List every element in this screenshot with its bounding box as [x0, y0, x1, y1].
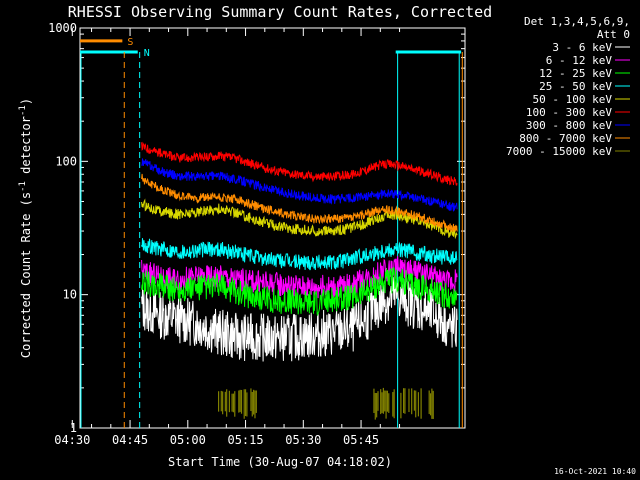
saa-flag-label: S — [127, 37, 133, 48]
flag-lines: SN — [80, 37, 463, 428]
plot-frame — [79, 27, 466, 429]
series-line-7 — [141, 173, 458, 233]
chart-title: RHESSI Observing Summary Count Rates, Co… — [68, 3, 492, 21]
legend-label: 800 - 7000 keV — [519, 132, 612, 145]
y-tick-label: 10 — [63, 288, 77, 302]
legend-label: 3 - 6 keV — [552, 41, 612, 54]
x-tick-label: 05:00 — [170, 433, 206, 447]
series-lines — [141, 141, 458, 362]
legend-label: 300 - 800 keV — [526, 119, 612, 132]
series-line-6 — [141, 158, 458, 212]
legend-label: 7000 - 15000 keV — [506, 145, 612, 158]
x-tick-label: 04:30 — [54, 433, 90, 447]
y-tick-label: 100 — [55, 154, 77, 168]
y-axis-label: Corrected Count Rate (s-1 detector-1) — [18, 98, 33, 358]
x-axis-label: Start Time (30-Aug-07 04:18:02) — [168, 455, 392, 469]
footer-timestamp: 16-Oct-2021 10:40 — [554, 467, 636, 476]
y-tick-label: 1 — [70, 421, 77, 435]
x-tick-label: 04:45 — [112, 433, 148, 447]
legend-label: 25 - 50 keV — [539, 80, 612, 93]
x-tick-label: 05:30 — [285, 433, 321, 447]
series-line-3 — [141, 238, 458, 271]
series-line-0 — [141, 275, 458, 362]
legend-header: Det 1,3,4,5,6,9, — [524, 15, 630, 28]
legend-label: 6 - 12 keV — [546, 54, 613, 67]
legend-label: 50 - 100 keV — [533, 93, 613, 106]
x-tick-label: 05:15 — [227, 433, 263, 447]
series-line-5 — [141, 141, 458, 186]
legend-label: 12 - 25 keV — [539, 67, 612, 80]
legend-label: 100 - 300 keV — [526, 106, 612, 119]
x-tick-label: 05:45 — [343, 433, 379, 447]
y-tick-label: 1000 — [48, 21, 77, 35]
series-line-2 — [141, 267, 458, 317]
night-flag-label: N — [144, 48, 150, 59]
legend-header-att: Att 0 — [597, 28, 630, 41]
